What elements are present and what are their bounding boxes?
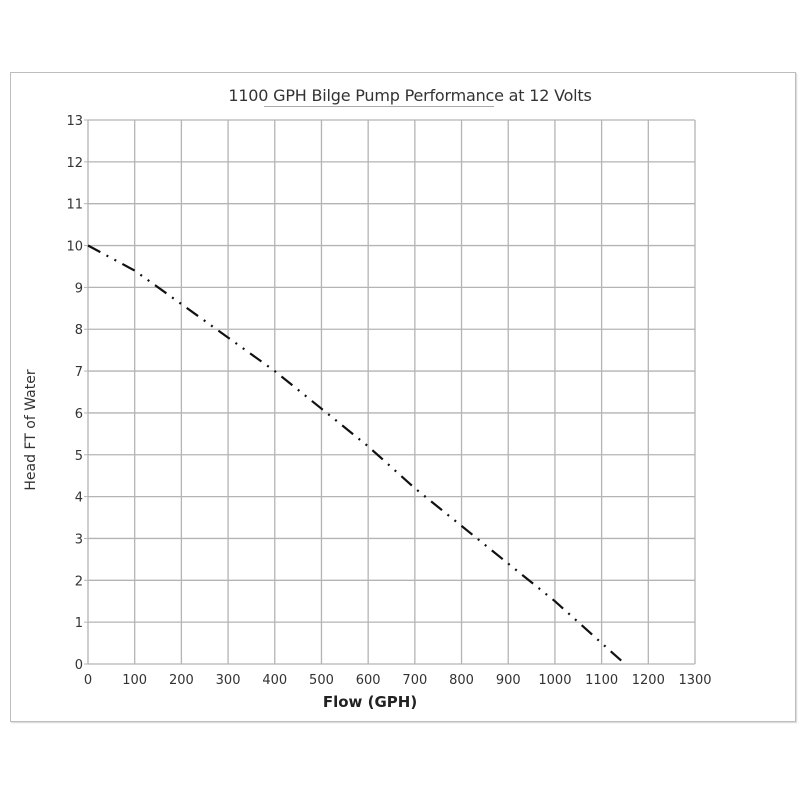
- x-axis-label: Flow (GPH): [322, 693, 418, 711]
- x-tick-label: 1300: [678, 673, 711, 688]
- x-tick-label: 1200: [632, 673, 665, 688]
- y-tick-label: 9: [75, 281, 83, 296]
- y-axis-label: Head FT of Water: [23, 369, 39, 491]
- x-tick-label: 200: [169, 673, 194, 688]
- y-tick-label: 3: [75, 532, 83, 547]
- y-tick-label: 6: [75, 407, 83, 422]
- y-tick-label: 12: [66, 156, 83, 171]
- x-tick-label: 800: [449, 673, 474, 688]
- y-tick-label: 5: [75, 449, 83, 464]
- y-tick-label: 4: [75, 491, 83, 506]
- x-tick-label: 300: [216, 673, 241, 688]
- chart-frame: [10, 72, 796, 722]
- y-tick-label: 8: [75, 323, 83, 338]
- y-tick-label: 11: [66, 198, 83, 213]
- y-tick-label: 1: [75, 616, 83, 631]
- x-tick-label: 500: [309, 673, 334, 688]
- y-tick-label: 0: [75, 658, 83, 673]
- y-tick-label: 13: [66, 114, 83, 129]
- x-tick-labels: 0 100 200 300 400 500 600 700 800 900 1000 1100 1200…: [84, 673, 712, 688]
- x-tick-label: 0: [84, 673, 92, 688]
- x-tick-label: 100: [122, 673, 147, 688]
- grid-lines: [84, 119, 696, 665]
- performance-curve: [87, 244, 626, 665]
- x-tick-label: 400: [262, 673, 287, 688]
- title-underline: [264, 106, 494, 107]
- x-tick-label: 900: [496, 673, 521, 688]
- chart-title: 1100 GPH Bilge Pump Performance at 12 Vo…: [228, 86, 592, 105]
- x-tick-label: 700: [402, 673, 427, 688]
- x-tick-label: 600: [356, 673, 381, 688]
- y-tick-label: 10: [66, 240, 83, 255]
- x-tick-label: 1000: [538, 673, 571, 688]
- y-tick-label: 2: [75, 574, 83, 589]
- y-tick-label: 7: [75, 365, 83, 380]
- x-tick-label: 1100: [585, 673, 618, 688]
